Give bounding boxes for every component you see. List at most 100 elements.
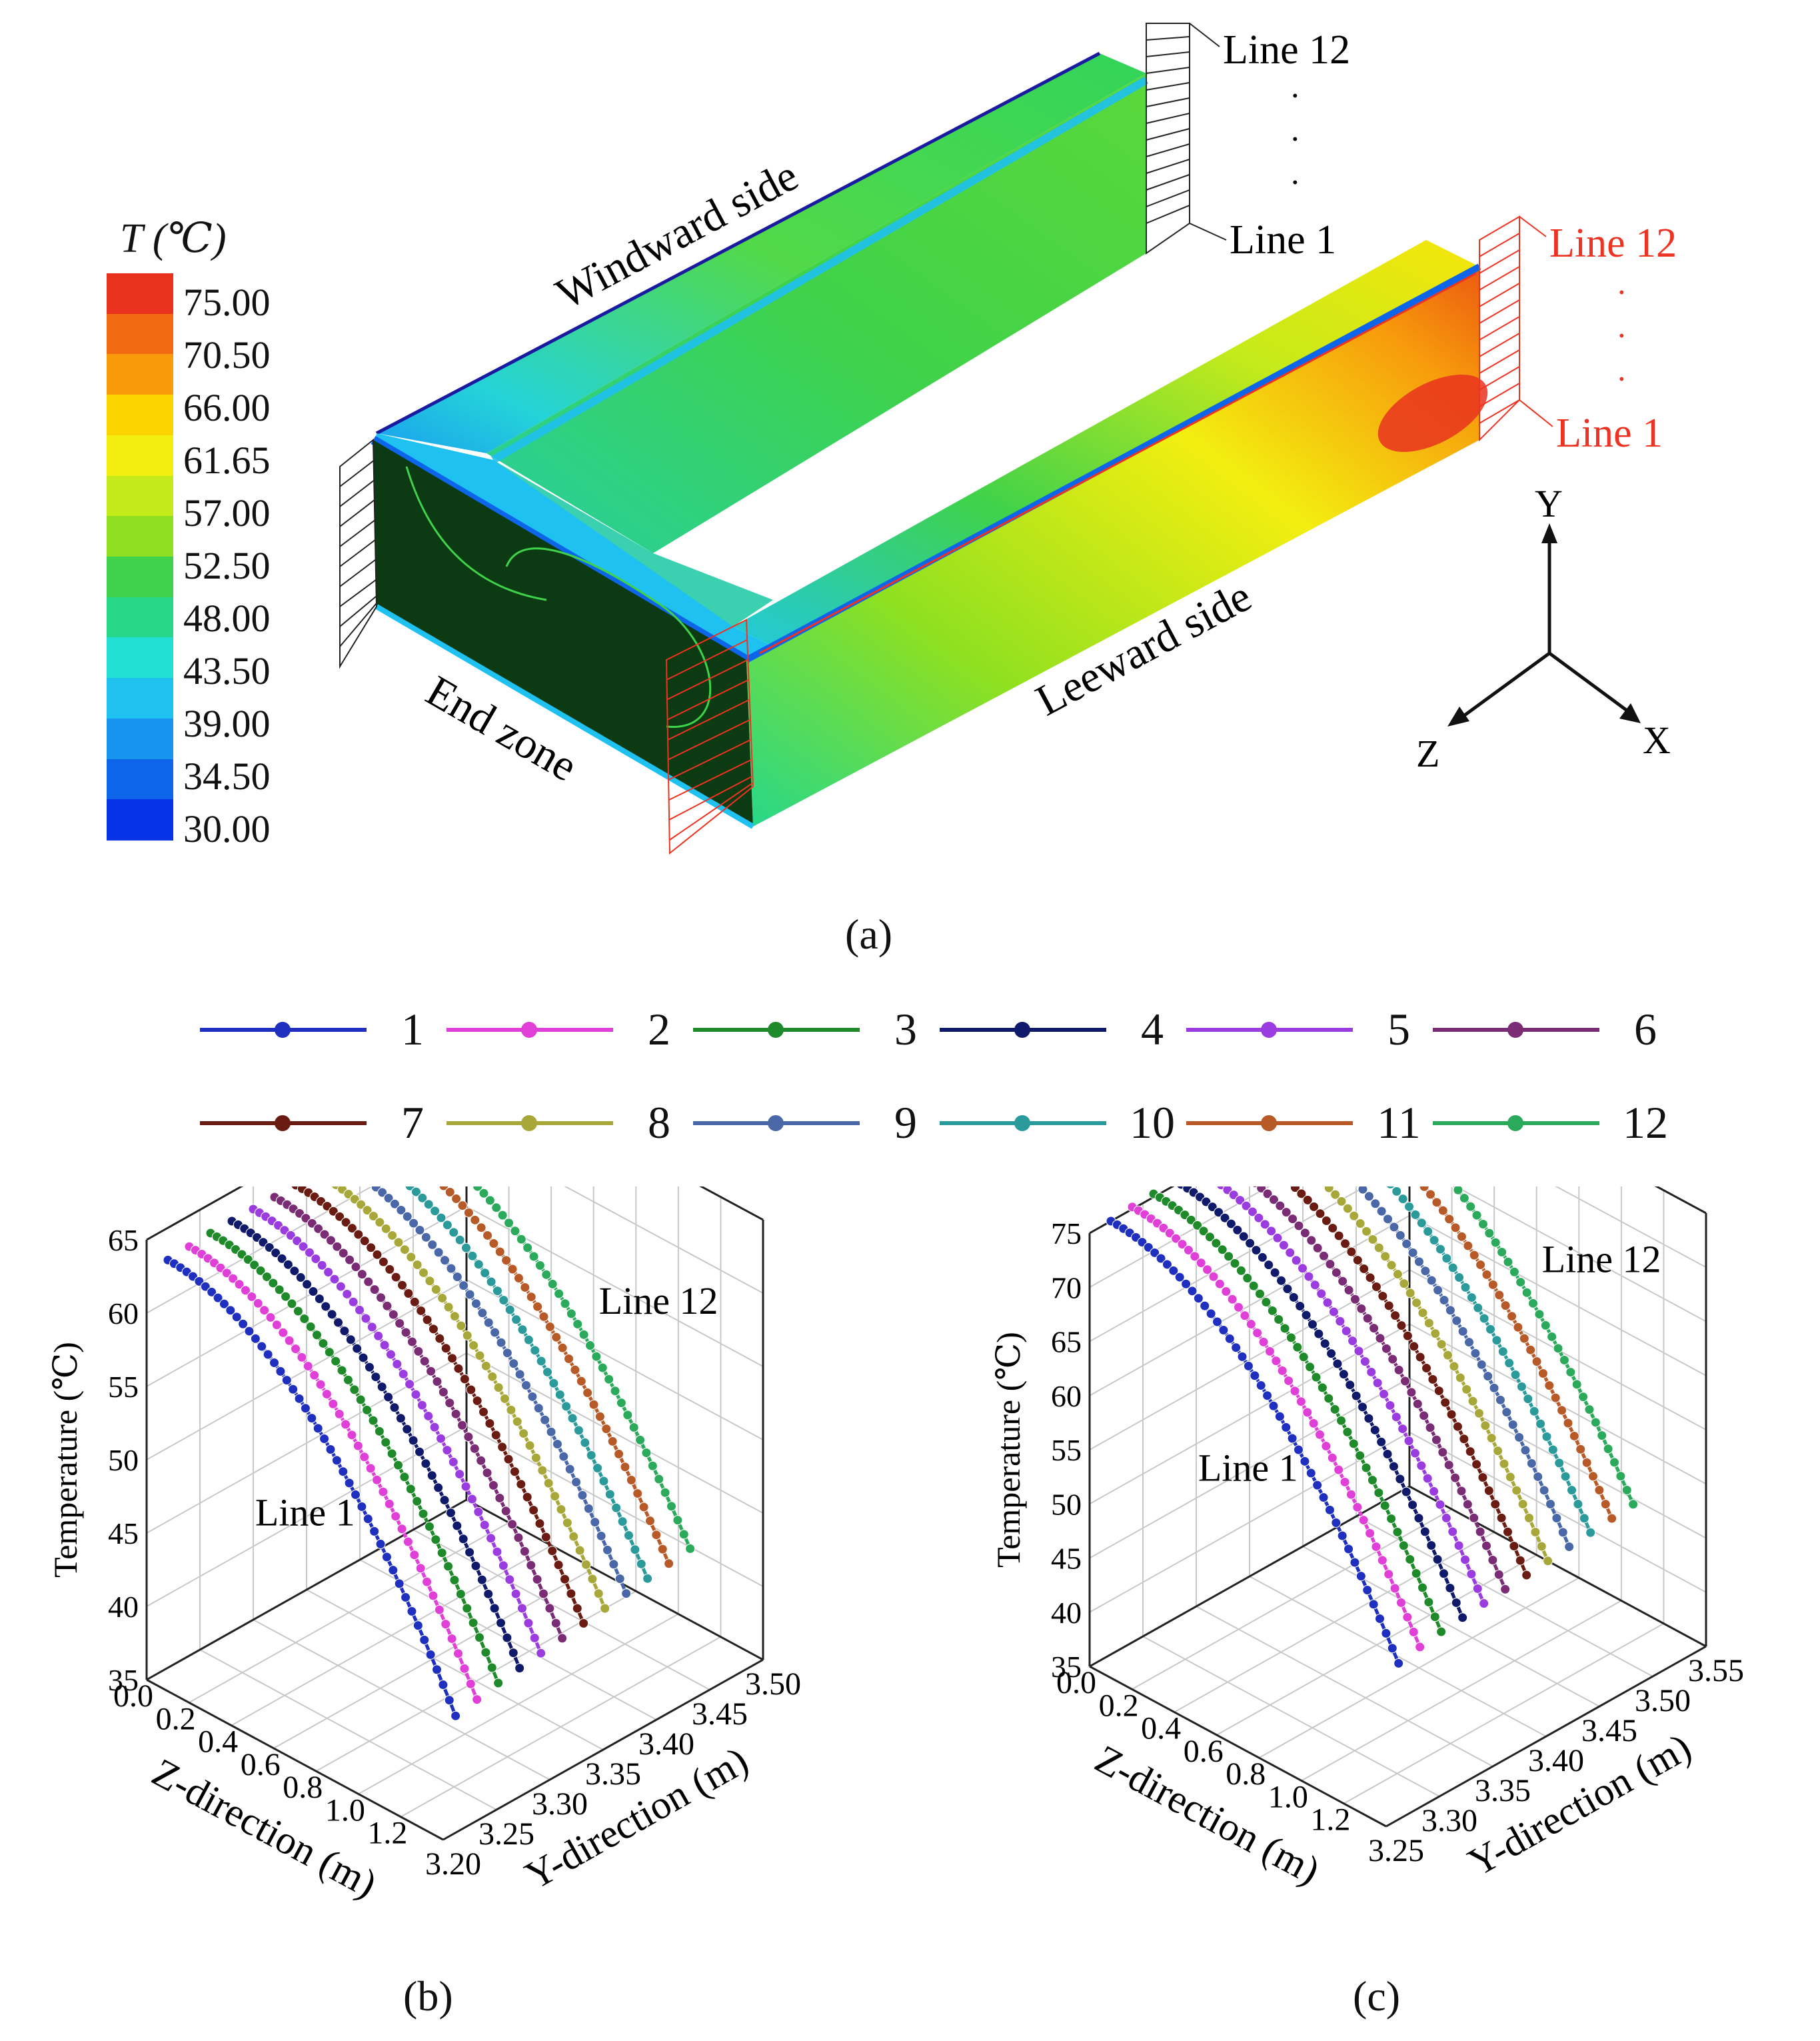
- legend-item: 12: [1433, 1096, 1679, 1149]
- windward-line12-label: Line 12: [1223, 27, 1350, 73]
- series-marker: [548, 1378, 559, 1388]
- series-marker: [1277, 1365, 1288, 1376]
- leeward-dots: ·: [1616, 273, 1627, 311]
- back-wall-grid-line: [1089, 1431, 1410, 1613]
- series-marker: [396, 1204, 407, 1215]
- series-marker: [1443, 1460, 1454, 1470]
- series-marker: [349, 1384, 360, 1395]
- series-marker: [1515, 1555, 1525, 1566]
- z-tick-label: 0.0: [113, 1678, 153, 1714]
- series-marker: [594, 1411, 605, 1422]
- temperature-tick-label: 75: [1051, 1216, 1082, 1250]
- series-marker: [1281, 1422, 1292, 1432]
- series-marker: [592, 1462, 603, 1473]
- series-marker: [365, 1463, 376, 1474]
- z-tick-label: 1.0: [325, 1792, 365, 1828]
- legend-item: 4: [940, 1003, 1186, 1056]
- series-marker: [1264, 1260, 1274, 1270]
- series-marker: [503, 1454, 514, 1464]
- y-tick-label: 3.30: [532, 1786, 588, 1822]
- series-marker: [1294, 1220, 1304, 1231]
- series-marker: [462, 1603, 472, 1614]
- series-marker: [321, 1389, 332, 1400]
- side-wall-grid-line: [1409, 1214, 1707, 1376]
- series-marker: [495, 1618, 506, 1628]
- series-marker: [1298, 1352, 1309, 1362]
- legend-line: [1433, 1021, 1599, 1038]
- series-marker: [513, 1273, 524, 1284]
- series-marker: [225, 1305, 236, 1316]
- colorbar-swatch: [107, 557, 173, 598]
- series-marker: [553, 1560, 564, 1570]
- series-marker: [1288, 1292, 1299, 1302]
- series-marker: [375, 1217, 385, 1228]
- series-marker: [371, 1372, 381, 1382]
- series-marker: [1350, 1557, 1360, 1568]
- series-marker: [666, 1501, 676, 1512]
- series-marker: [482, 1230, 493, 1240]
- series-marker: [1331, 1267, 1342, 1278]
- series-marker: [1445, 1582, 1455, 1593]
- series-marker: [1260, 1219, 1270, 1230]
- series-marker: [315, 1379, 326, 1390]
- series-marker: [538, 1588, 548, 1599]
- legend-item: 6: [1433, 1003, 1679, 1056]
- series-marker: [1372, 1378, 1383, 1388]
- series-marker: [1413, 1256, 1424, 1267]
- series-marker: [401, 1327, 411, 1338]
- series-marker: [1362, 1226, 1372, 1236]
- series-marker: [428, 1590, 439, 1601]
- colorbar-tick-label: 43.50: [183, 649, 271, 693]
- series-marker: [1530, 1527, 1541, 1538]
- leeward-dots: ·: [1616, 317, 1627, 354]
- series-marker: [1282, 1284, 1293, 1294]
- z-tick-label: 1.2: [1310, 1802, 1350, 1838]
- series-marker: [1281, 1207, 1292, 1218]
- colorbar-tick-label: 66.00: [183, 386, 271, 429]
- series-marker: [1502, 1526, 1513, 1537]
- legend-marker: [1507, 1021, 1523, 1038]
- series-marker: [534, 1260, 545, 1270]
- series-marker: [440, 1255, 451, 1266]
- colorbar: T (℃) 75.00 70.50 66.00 61.65 57.00 52.50 48.0…: [100, 213, 313, 853]
- series-marker: [582, 1388, 593, 1398]
- series-marker: [523, 1618, 534, 1628]
- legend-item: 2: [447, 1003, 693, 1056]
- series-marker: [1381, 1628, 1391, 1638]
- series-marker: [457, 1200, 468, 1211]
- windward-dots: ·: [1290, 77, 1301, 114]
- series-marker: [461, 1242, 472, 1253]
- series-marker: [1509, 1266, 1519, 1277]
- series-marker: [397, 1524, 407, 1534]
- series-marker: [601, 1424, 612, 1434]
- series-marker: [532, 1574, 542, 1584]
- series-marker: [391, 1511, 401, 1522]
- legend-item: 3: [693, 1003, 940, 1056]
- series-marker: [452, 1520, 462, 1531]
- series-marker: [647, 1460, 658, 1471]
- series-marker: [1621, 1485, 1632, 1496]
- series-marker: [611, 1502, 622, 1513]
- series-marker: [437, 1293, 448, 1304]
- series-marker: [1446, 1409, 1457, 1420]
- series-marker: [607, 1436, 618, 1446]
- series-marker: [1528, 1298, 1539, 1308]
- axis-frame: [146, 1186, 244, 1241]
- series-marker: [1421, 1363, 1432, 1374]
- temperature-tick-label: 40: [108, 1590, 139, 1624]
- series-marker: [1230, 1258, 1240, 1268]
- series-marker: [470, 1214, 480, 1225]
- series-marker: [399, 1472, 410, 1482]
- series-marker: [604, 1489, 615, 1500]
- series-marker: [1386, 1260, 1397, 1270]
- series-marker: [580, 1559, 591, 1570]
- axis-x-label: X: [1643, 719, 1671, 762]
- series-marker: [1262, 1390, 1273, 1401]
- series-marker: [1545, 1499, 1555, 1510]
- series-marker: [1415, 1352, 1425, 1362]
- y-tick-label: 3.50: [745, 1666, 801, 1702]
- series-marker: [1356, 1303, 1367, 1314]
- floor-grid-line: [306, 1589, 604, 1750]
- series-marker: [492, 1546, 502, 1557]
- z-tick-label: 0.0: [1056, 1665, 1096, 1700]
